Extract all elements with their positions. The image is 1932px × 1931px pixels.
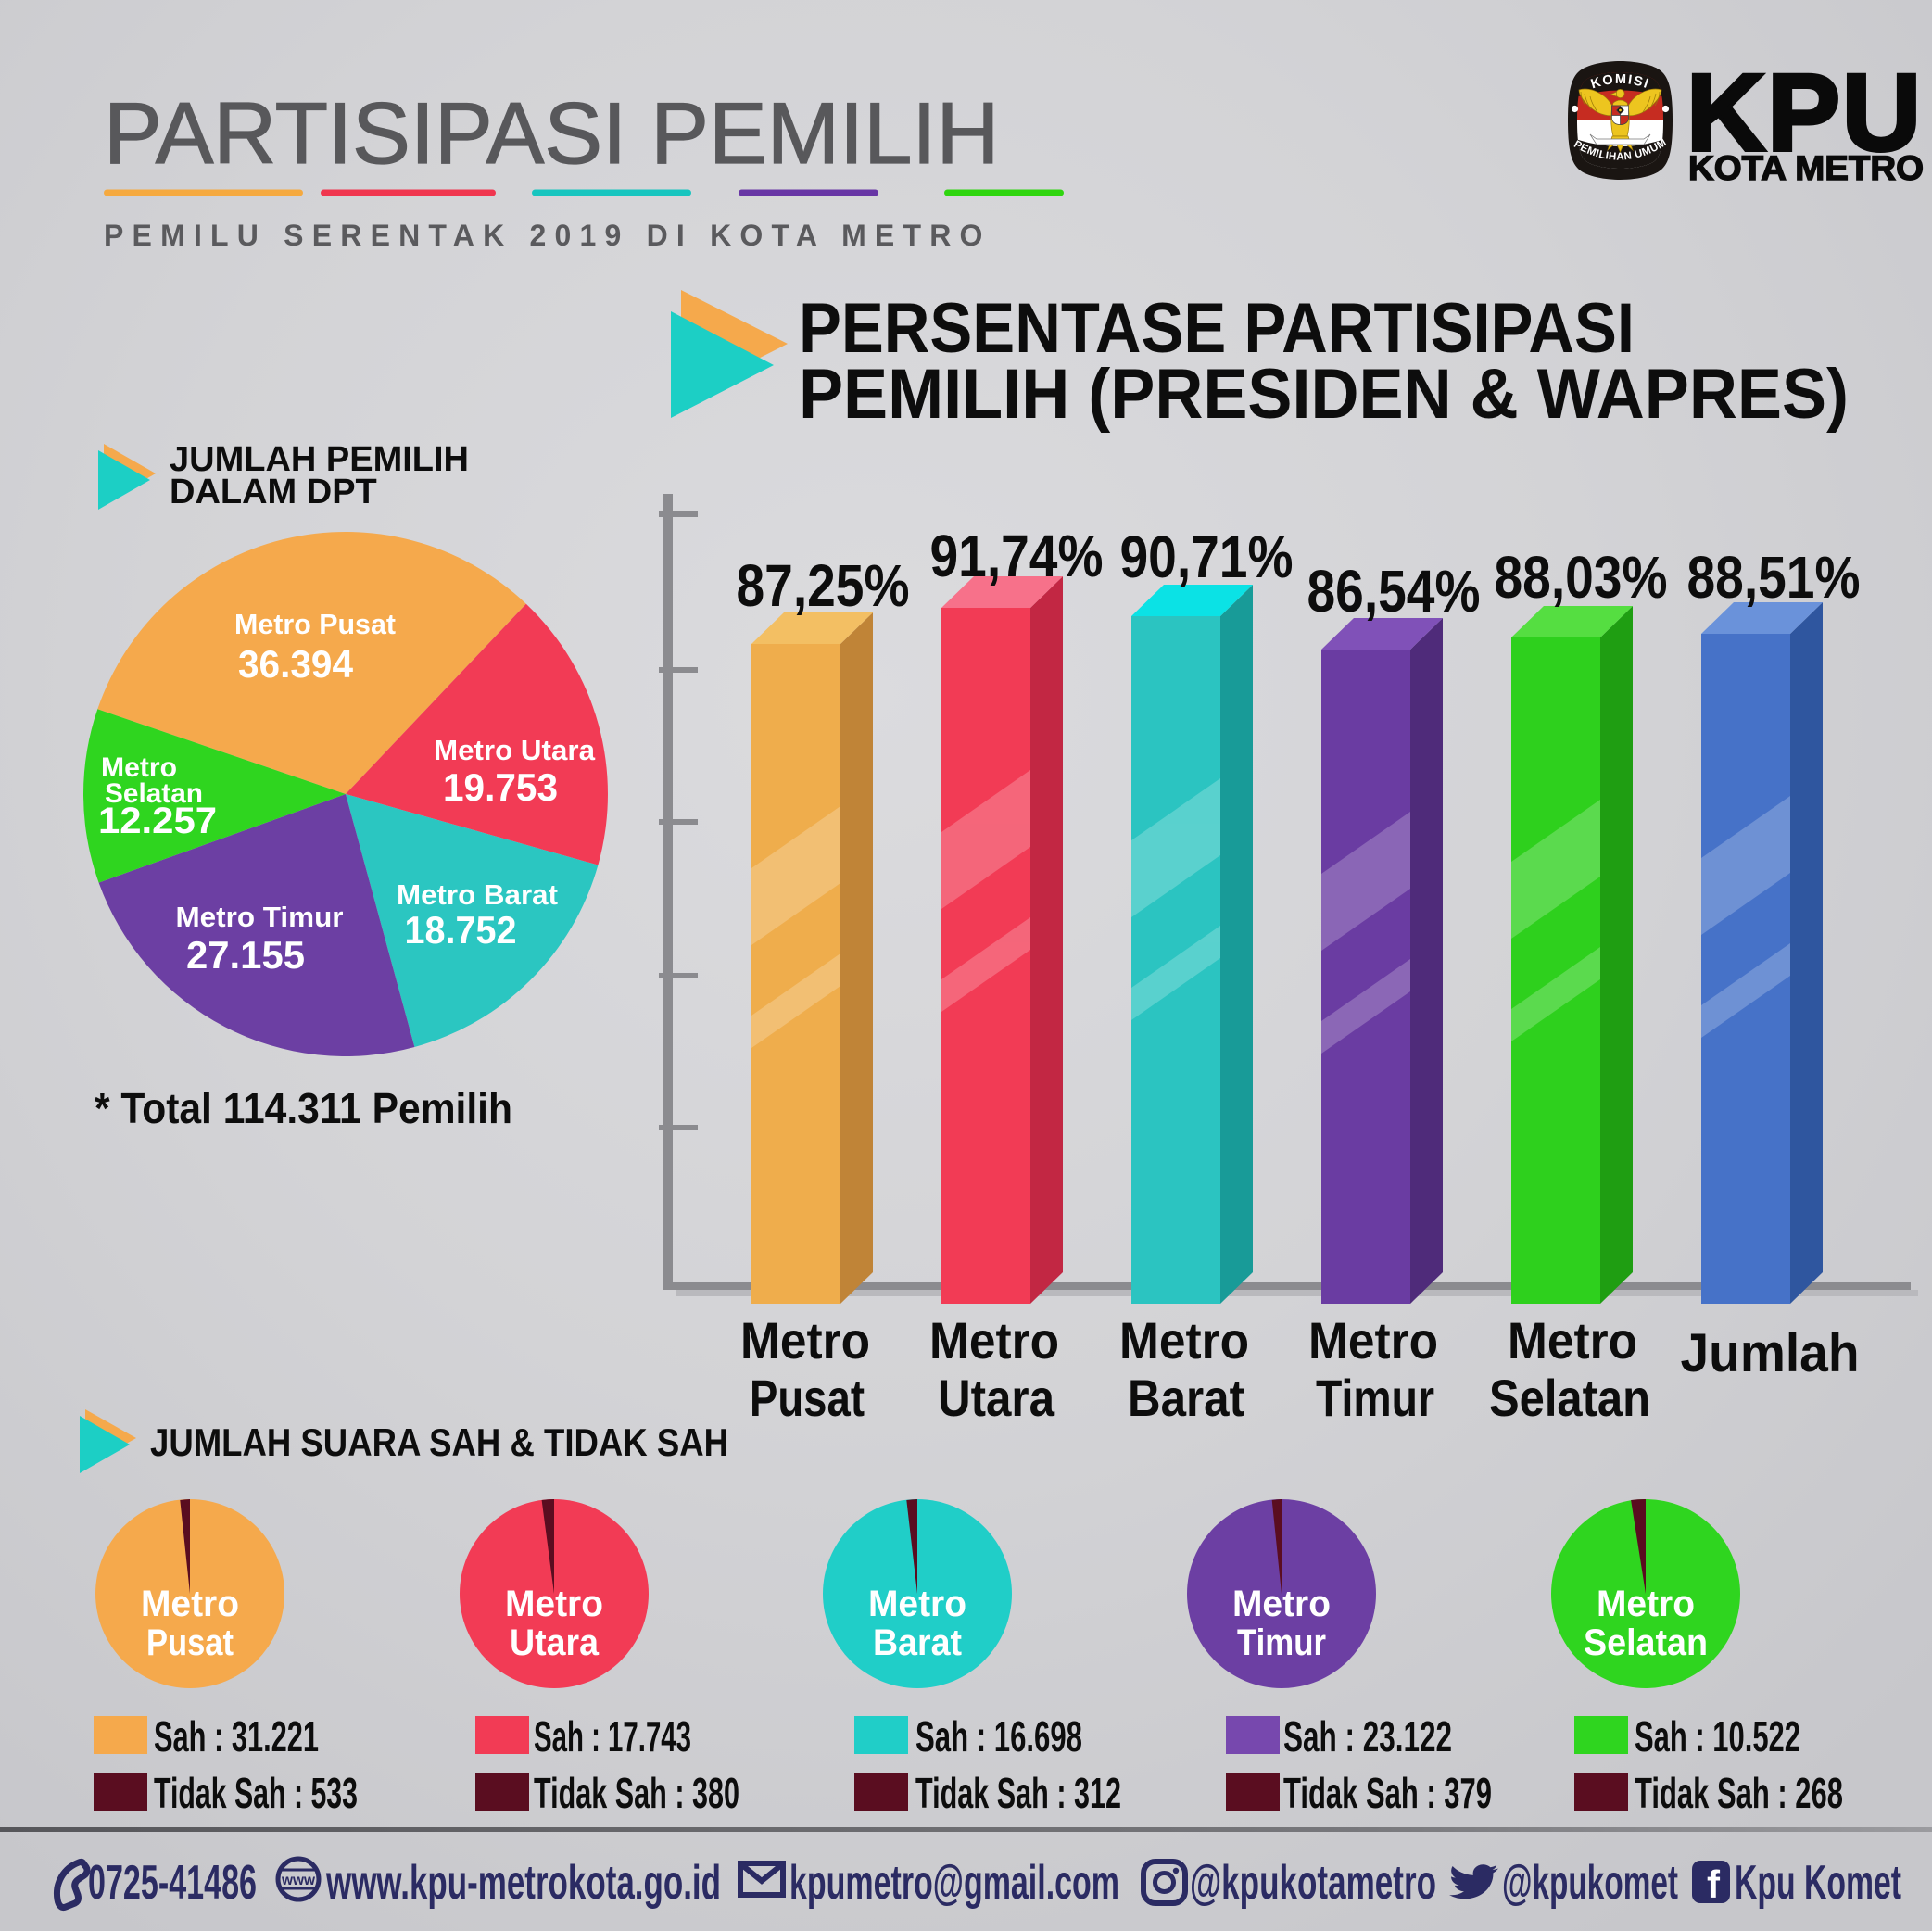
svg-text:Sah : 23.122: Sah : 23.122 [1283,1712,1452,1761]
svg-text:DALAM DPT: DALAM DPT [170,473,377,511]
svg-text:18.752: 18.752 [405,908,517,952]
svg-text:Metro: Metro [1232,1584,1331,1624]
svg-text:Barat: Barat [1128,1369,1244,1427]
svg-text:Selatan: Selatan [1489,1369,1650,1427]
svg-text:Metro: Metro [1308,1311,1438,1369]
svg-text:Timur: Timur [1316,1369,1434,1427]
svg-text:Metro: Metro [1119,1311,1249,1369]
svg-text:* Total 114.311 Pemilih: * Total 114.311 Pemilih [95,1084,512,1132]
svg-text:Selatan: Selatan [105,778,203,809]
svg-text:KOMISI: KOMISI [1589,72,1651,93]
svg-text:0725-41486: 0725-41486 [88,1856,257,1910]
svg-text:Sah : 16.698: Sah : 16.698 [915,1712,1082,1761]
svg-text:90,71%: 90,71% [1120,524,1294,590]
svg-text:Metro: Metro [101,752,177,783]
svg-text:KPU: KPU [1686,52,1923,174]
svg-text:Sah : 31.221: Sah : 31.221 [154,1712,319,1761]
svg-text:KOTA METRO: KOTA METRO [1688,149,1924,187]
svg-text:Sah : 17.743: Sah : 17.743 [534,1712,691,1761]
svg-text:19.753: 19.753 [443,765,558,809]
svg-text:Metro: Metro [1597,1584,1695,1624]
svg-text:Utara: Utara [510,1622,600,1663]
svg-text:@kpukotametro: @kpukotametro [1190,1856,1436,1910]
svg-text:27.155: 27.155 [186,933,305,977]
svg-text:PERSENTASE PARTISIPASI: PERSENTASE PARTISIPASI [799,289,1635,368]
svg-text:PEMILU SERENTAK 2019 DI KOTA M: PEMILU SERENTAK 2019 DI KOTA METRO [104,219,991,252]
svg-text:www: www [281,1873,315,1888]
svg-text:Barat: Barat [873,1622,962,1663]
svg-text:Metro Timur: Metro Timur [176,901,344,933]
svg-text:Timur: Timur [1237,1622,1326,1663]
svg-text:Metro: Metro [1508,1311,1637,1369]
svg-text:Metro: Metro [505,1584,603,1624]
svg-text:Jumlah: Jumlah [1681,1323,1860,1383]
svg-text:Metro Pusat: Metro Pusat [234,608,396,640]
svg-text:Selatan: Selatan [1584,1622,1708,1663]
svg-text:Pusat: Pusat [750,1369,865,1427]
svg-text:36.394: 36.394 [238,642,354,686]
svg-text:Tidak Sah : 312: Tidak Sah : 312 [915,1769,1121,1817]
svg-text:PARTISIPASI PEMILIH: PARTISIPASI PEMILIH [104,84,999,182]
svg-text:Metro: Metro [868,1584,966,1624]
svg-text:Metro: Metro [740,1311,870,1369]
svg-text:Metro: Metro [141,1584,239,1624]
svg-text:Metro Utara: Metro Utara [434,734,596,766]
svg-text:f: f [1707,1862,1721,1906]
svg-text:12.257: 12.257 [98,801,217,841]
svg-text:91,74%: 91,74% [930,523,1104,589]
svg-text:Tidak Sah : 380: Tidak Sah : 380 [534,1769,739,1817]
svg-text:86,54%: 86,54% [1307,558,1481,625]
svg-text:Metro: Metro [929,1311,1059,1369]
svg-text:88,03%: 88,03% [1495,544,1668,611]
svg-text:JUMLAH SUARA SAH & TIDAK SAH: JUMLAH SUARA SAH & TIDAK SAH [150,1420,728,1464]
svg-text:87,25%: 87,25% [737,552,910,619]
svg-text:Pusat: Pusat [146,1622,234,1663]
svg-text:Sah : 10.522: Sah : 10.522 [1635,1712,1800,1761]
svg-text:Utara: Utara [938,1369,1055,1427]
svg-text:Tidak Sah : 533: Tidak Sah : 533 [154,1769,358,1817]
svg-text:Metro Barat: Metro Barat [397,878,558,911]
svg-text:Tidak Sah : 268: Tidak Sah : 268 [1635,1769,1843,1817]
svg-text:www.kpu-metrokota.go.id: www.kpu-metrokota.go.id [325,1856,721,1910]
svg-text:Tidak Sah : 379: Tidak Sah : 379 [1283,1769,1492,1817]
svg-text:Kpu Komet: Kpu Komet [1735,1856,1901,1910]
svg-text:88,51%: 88,51% [1687,544,1861,611]
svg-text:kpumetro@gmail.com: kpumetro@gmail.com [789,1856,1119,1910]
svg-text:PEMILIH (PRESIDEN & WAPRES): PEMILIH (PRESIDEN & WAPRES) [799,355,1849,434]
svg-text:@kpukomet: @kpukomet [1502,1856,1678,1910]
svg-text:JUMLAH PEMILIH: JUMLAH PEMILIH [170,440,469,479]
